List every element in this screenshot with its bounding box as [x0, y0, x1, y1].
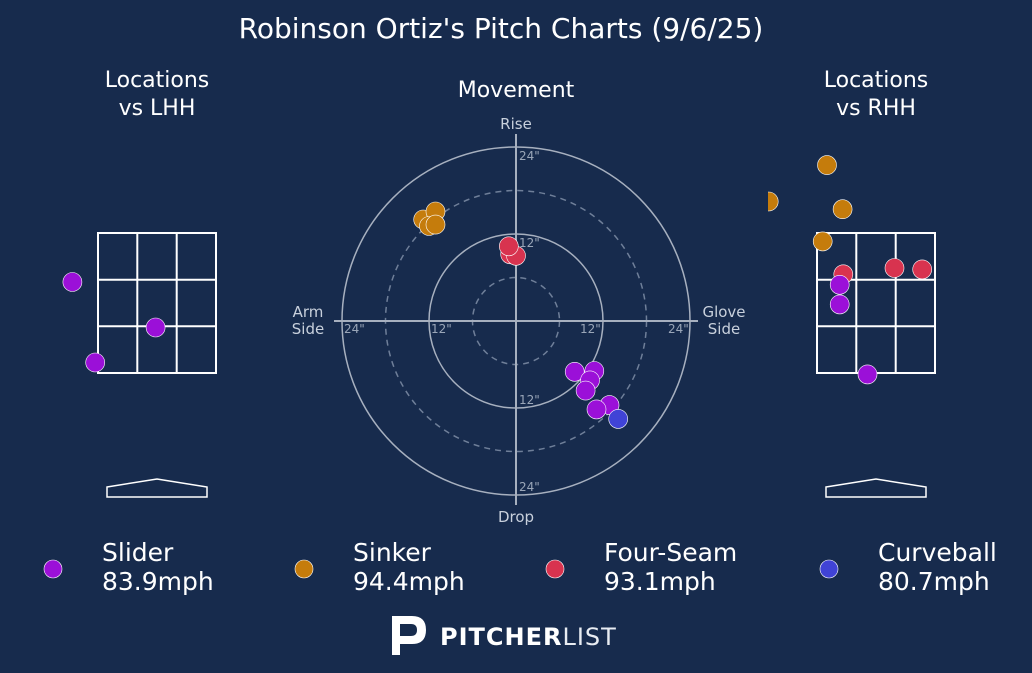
movement-point-sinker-3 — [425, 214, 446, 235]
legend-item-sinker: Sinker 94.4mph — [294, 538, 465, 596]
rhh-point-four-seam-5 — [912, 259, 933, 280]
rhh-panel-title-line1: Locations — [824, 68, 929, 93]
pitcherlist-logo-mark-icon — [392, 616, 426, 655]
ring-label-left-24: 24" — [344, 322, 365, 336]
ring-label-top-12: 12" — [519, 236, 540, 250]
ring-label-left-12: 12" — [431, 322, 452, 336]
legend-swatch-curveball — [819, 559, 839, 579]
movement-point-curveball-13 — [608, 409, 629, 429]
movement-point-slider-12 — [586, 399, 607, 420]
movement-point-four-seam-6 — [498, 236, 519, 257]
rhh-point-sinker-0 — [817, 155, 837, 175]
lhh-home-plate — [106, 478, 208, 498]
lhh-point-slider-2 — [85, 352, 105, 373]
lhh-panel-title-line1: Locations — [105, 68, 210, 93]
movement-grid — [334, 134, 698, 505]
rhh-point-sinker-2 — [832, 199, 853, 219]
legend-label-four-seam: Four-Seam — [604, 538, 737, 567]
legend: Slider 83.9mph Sinker 94.4mph Four-Seam … — [43, 538, 997, 596]
pitcherlist-logo-bold: PITCHER — [440, 623, 562, 651]
movement-panel-title: Movement — [458, 78, 575, 103]
rhh-point-four-seam-4 — [884, 258, 905, 278]
movement-point-slider-7 — [564, 361, 585, 382]
movement-points-layer — [413, 201, 629, 429]
ring-label-right-24: 24" — [668, 322, 689, 336]
lhh-points-layer — [62, 272, 166, 373]
legend-speed-slider: 83.9mph — [102, 567, 214, 596]
movement-glove-side-label-line2: Side — [708, 320, 740, 338]
pitcherlist-logo-text: PITCHERLIST — [440, 623, 617, 651]
movement-rise-label: Rise — [500, 115, 532, 133]
ring-label-bottom-12: 12" — [519, 393, 540, 407]
rhh-panel-title-line2: vs RHH — [836, 96, 916, 121]
chart-title: Robinson Ortiz's Pitch Charts (9/6/25) — [239, 12, 764, 45]
legend-item-four-seam: Four-Seam 93.1mph — [545, 538, 737, 596]
movement-arm-side-label-line2: Side — [292, 320, 324, 338]
legend-item-curveball: Curveball 80.7mph — [819, 538, 997, 596]
legend-label-sinker: Sinker — [353, 538, 432, 567]
movement-point-slider-10 — [575, 380, 596, 401]
legend-speed-four-seam: 93.1mph — [604, 567, 716, 596]
legend-item-slider: Slider 83.9mph — [43, 538, 214, 596]
lhh-strike-zone — [97, 232, 217, 374]
rhh-point-slider-7 — [829, 274, 850, 295]
lhh-point-slider-1 — [145, 317, 166, 338]
rhh-point-sinker-1 — [768, 191, 779, 212]
ring-label-bottom-24: 24" — [519, 480, 540, 494]
ring-label-right-12: 12" — [580, 322, 601, 336]
rhh-point-slider-8 — [829, 294, 850, 315]
rhh-home-plate — [825, 478, 927, 498]
legend-swatch-sinker — [294, 559, 314, 579]
rhh-point-sinker-3 — [812, 231, 833, 252]
lhh-point-slider-0 — [62, 272, 83, 292]
movement-glove-side-label-line1: Glove — [702, 303, 745, 321]
legend-label-curveball: Curveball — [878, 538, 997, 567]
legend-speed-curveball: 80.7mph — [878, 567, 990, 596]
rhh-points-layer — [768, 155, 933, 385]
legend-speed-sinker: 94.4mph — [353, 567, 465, 596]
movement-drop-label: Drop — [498, 508, 534, 526]
legend-label-slider: Slider — [102, 538, 174, 567]
lhh-panel-title-line2: vs LHH — [119, 96, 196, 121]
movement-arm-side-label-line1: Arm — [293, 303, 324, 321]
ring-label-top-24: 24" — [519, 149, 540, 163]
pitcherlist-logo: PITCHERLIST — [392, 616, 617, 655]
rhh-point-slider-9 — [857, 364, 878, 385]
pitcherlist-logo-light: LIST — [562, 623, 616, 651]
legend-swatch-four-seam — [545, 559, 565, 579]
legend-swatch-slider — [43, 559, 63, 579]
